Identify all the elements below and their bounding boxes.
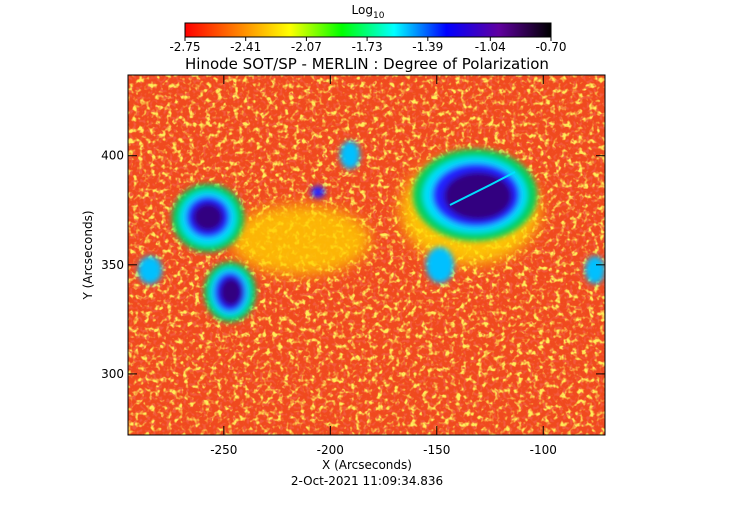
x-tick-label: -250 <box>210 443 237 457</box>
colorbar-tick-label: -1.39 <box>412 40 443 54</box>
y-axis-label: Y (Arcseconds) <box>81 210 95 300</box>
colorbar-title: Log10 <box>352 3 385 21</box>
y-tick-label: 400 <box>101 149 124 163</box>
colorbar-tick-label: -2.75 <box>169 40 200 54</box>
x-tick-label: -150 <box>423 443 450 457</box>
chart-title: Hinode SOT/SP - MERLIN : Degree of Polar… <box>185 55 549 73</box>
colorbar-tick-label: -1.04 <box>475 40 506 54</box>
y-tick-label: 300 <box>101 367 124 381</box>
axes: -250 -200 -150 -100 300 350 400 <box>101 75 605 457</box>
colorbar-ticks: -2.75 -2.41 -2.07 -1.73 -1.39 -1.04 -0.70 <box>169 37 567 54</box>
colorbar <box>184 22 552 38</box>
colorbar-tick-label: -2.07 <box>291 40 322 54</box>
y-tick-label: 350 <box>101 258 124 272</box>
colorbar-tick-label: -2.41 <box>230 40 261 54</box>
x-axis-label: X (Arcseconds) <box>322 458 412 472</box>
image <box>128 75 605 435</box>
colorbar-tick-label: -0.70 <box>535 40 566 54</box>
colorbar-tick-label: -1.73 <box>352 40 383 54</box>
plot-frame <box>127 74 606 436</box>
x-tick-label: -100 <box>530 443 557 457</box>
timestamp: 2-Oct-2021 11:09:34.836 <box>291 474 443 488</box>
x-tick-label: -200 <box>317 443 344 457</box>
